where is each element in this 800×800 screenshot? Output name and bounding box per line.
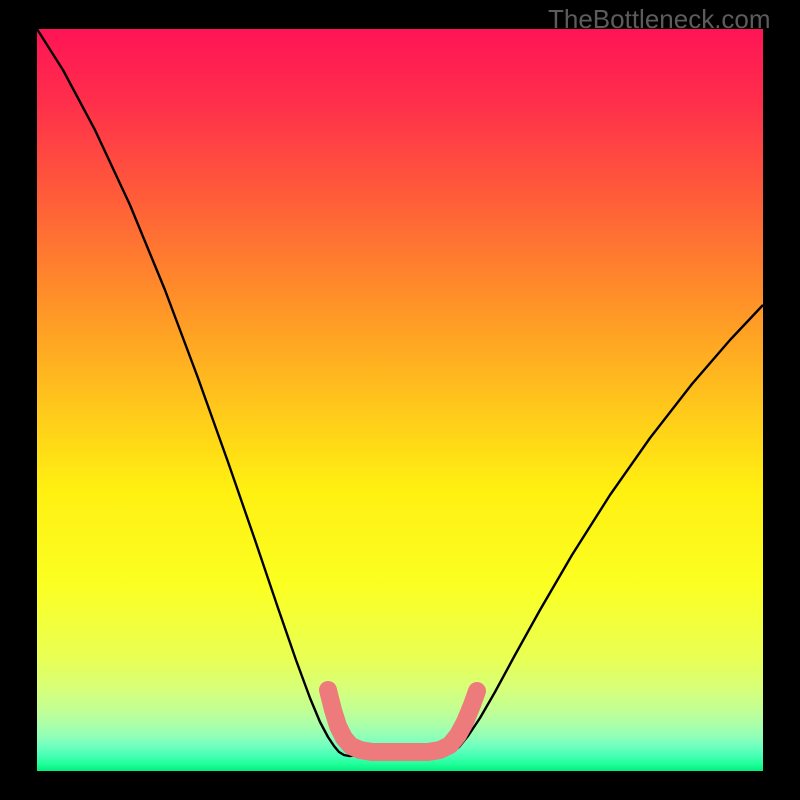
plot-area bbox=[37, 29, 763, 771]
watermark-text: TheBottleneck.com bbox=[548, 4, 771, 35]
bottleneck-chart bbox=[0, 0, 800, 800]
